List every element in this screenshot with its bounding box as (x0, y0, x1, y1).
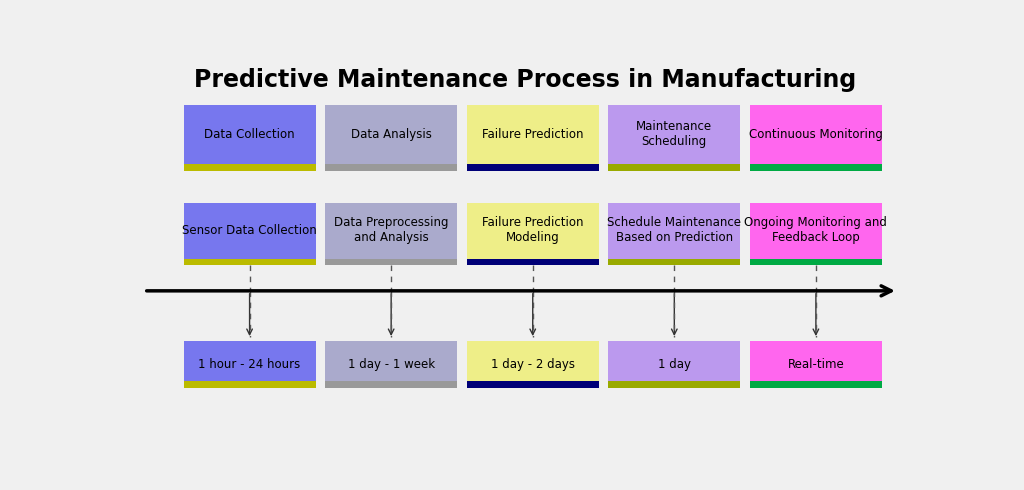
Bar (750, 203, 882, 266)
Bar (183, 381, 315, 388)
Bar (326, 381, 457, 388)
Text: Real-time: Real-time (787, 358, 844, 371)
Bar (608, 341, 740, 388)
Bar (183, 164, 315, 171)
Text: Failure Prediction
Modeling: Failure Prediction Modeling (482, 217, 584, 245)
Text: Ongoing Monitoring and
Feedback Loop: Ongoing Monitoring and Feedback Loop (744, 217, 888, 245)
Text: Data Analysis: Data Analysis (351, 128, 431, 141)
Text: Failure Prediction: Failure Prediction (482, 128, 584, 141)
Text: 1 day: 1 day (657, 358, 691, 371)
Bar (608, 164, 740, 171)
Bar (750, 341, 882, 388)
Bar (467, 259, 599, 266)
Text: Schedule Maintenance
Based on Prediction: Schedule Maintenance Based on Prediction (607, 217, 741, 245)
Bar (326, 164, 457, 171)
Bar (183, 259, 315, 266)
Bar (750, 164, 882, 171)
Bar (750, 381, 882, 388)
Bar (467, 203, 599, 266)
Text: 1 hour - 24 hours: 1 hour - 24 hours (199, 358, 301, 371)
Bar (608, 105, 740, 171)
Bar (183, 341, 315, 388)
Bar (326, 341, 457, 388)
Text: Data Collection: Data Collection (204, 128, 295, 141)
Bar (608, 203, 740, 266)
Text: 1 day - 2 days: 1 day - 2 days (490, 358, 574, 371)
Text: Predictive Maintenance Process in Manufacturing: Predictive Maintenance Process in Manufa… (194, 68, 856, 92)
Text: 1 day - 1 week: 1 day - 1 week (347, 358, 435, 371)
Bar (467, 105, 599, 171)
Text: Data Preprocessing
and Analysis: Data Preprocessing and Analysis (334, 217, 449, 245)
Bar (326, 259, 457, 266)
Bar (467, 164, 599, 171)
Text: Maintenance
Scheduling: Maintenance Scheduling (636, 120, 713, 148)
Bar (467, 381, 599, 388)
Text: Sensor Data Collection: Sensor Data Collection (182, 224, 317, 237)
Bar (750, 259, 882, 266)
Bar (326, 105, 457, 171)
Bar (608, 259, 740, 266)
Bar (750, 105, 882, 171)
Bar (183, 203, 315, 266)
Text: Continuous Monitoring: Continuous Monitoring (749, 128, 883, 141)
Bar (326, 203, 457, 266)
Bar (183, 105, 315, 171)
Bar (608, 381, 740, 388)
Bar (467, 341, 599, 388)
